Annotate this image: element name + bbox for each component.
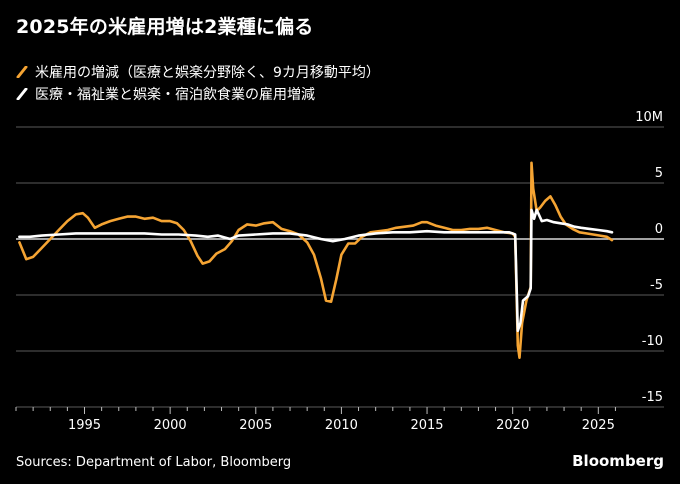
legend-swatch-white xyxy=(16,88,28,100)
gridlines xyxy=(16,126,664,408)
legend-item-white: 医療・福祉業と娯楽・宿泊飲食業の雇用増減 xyxy=(16,84,315,104)
y-tick-label: 0 xyxy=(655,222,663,237)
chart-title: 2025年の米雇用増は2業種に偏る xyxy=(16,16,314,38)
legend-swatch-orange xyxy=(16,66,28,78)
series-lines xyxy=(18,161,614,359)
x-tick-label: 2000 xyxy=(154,418,187,433)
y-tick-label: -5 xyxy=(650,278,663,293)
x-tick-label: 2015 xyxy=(410,418,443,433)
y-tick-label: 5 xyxy=(655,166,663,181)
legend-label-orange: 米雇用の増減（医療と娯楽分野除く、9カ月移動平均） xyxy=(35,65,380,81)
series-line-0 xyxy=(18,161,614,359)
legend-item-orange: 米雇用の増減（医療と娯楽分野除く、9カ月移動平均） xyxy=(16,62,380,82)
series-line-1 xyxy=(18,208,614,333)
source-note: Sources: Department of Labor, Bloomberg xyxy=(16,455,292,470)
y-axis-ticks: 10M 5 0 -5 -10 -15 xyxy=(635,110,663,405)
y-tick-label: 10M xyxy=(635,110,663,125)
x-axis-ticks: 1995 2000 2005 2010 2015 2020 2025 xyxy=(15,407,616,433)
legend-label-white: 医療・福祉業と娯楽・宿泊飲食業の雇用増減 xyxy=(35,87,315,103)
x-tick-label: 1995 xyxy=(68,418,101,433)
x-tick-label: 2005 xyxy=(239,418,272,433)
x-tick-label: 2025 xyxy=(582,418,615,433)
x-tick-label: 2010 xyxy=(325,418,358,433)
bloomberg-logo: Bloomberg xyxy=(572,452,664,470)
y-tick-label: -10 xyxy=(642,334,663,349)
x-tick-label: 2020 xyxy=(496,418,529,433)
y-tick-label: -15 xyxy=(642,390,663,405)
